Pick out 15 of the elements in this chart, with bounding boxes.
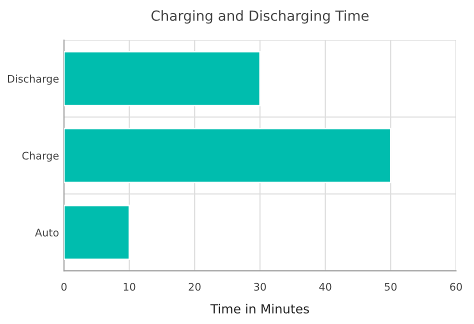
x-tick-label: 50 — [384, 282, 397, 291]
chart-title: Charging and Discharging Time — [151, 10, 369, 24]
x-axis-title: Time in Minutes — [210, 304, 309, 314]
y-tick-label: Charge — [22, 152, 59, 162]
bar — [64, 204, 130, 260]
x-tick-label: 10 — [124, 282, 136, 291]
x-tick-label: 30 — [254, 282, 266, 291]
x-tick-label: 60 — [450, 282, 462, 291]
y-tick-label: Auto — [35, 228, 59, 237]
y-tick-label: Discharge — [8, 74, 59, 85]
x-tick-label: 0 — [61, 282, 67, 291]
x-tick-label: 20 — [188, 282, 201, 291]
bar — [64, 128, 392, 184]
bar — [64, 51, 261, 106]
x-tick-label: 40 — [319, 282, 332, 291]
